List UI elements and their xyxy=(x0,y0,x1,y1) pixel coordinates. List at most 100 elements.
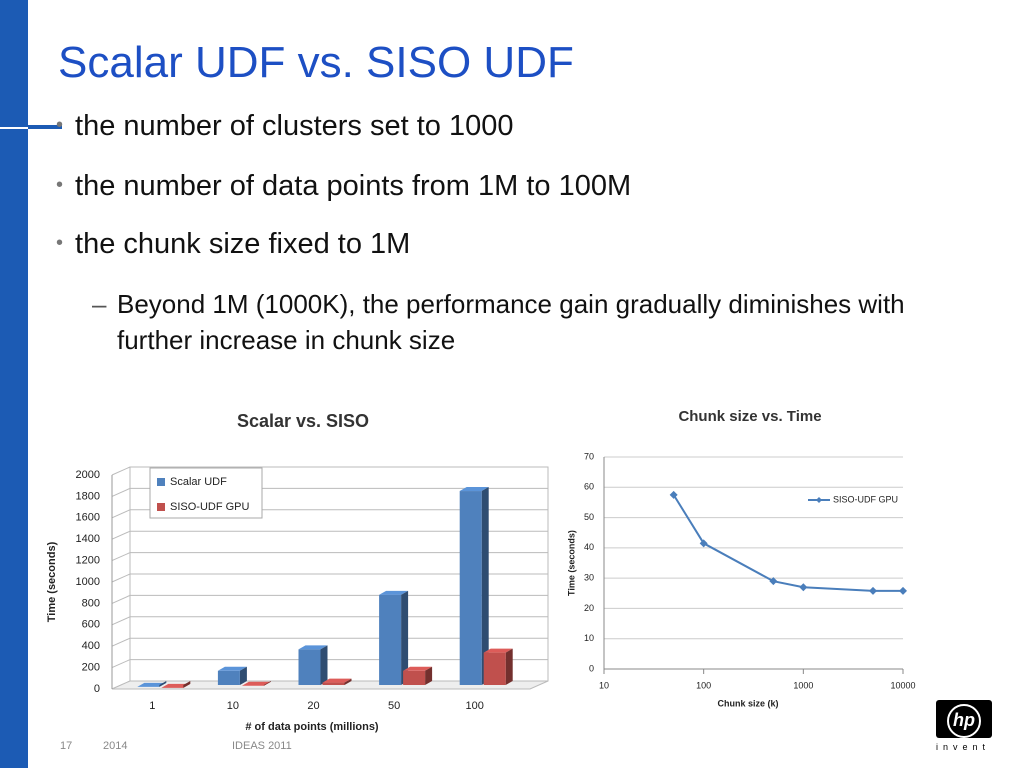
legend-marker xyxy=(816,497,822,503)
bar-top xyxy=(459,487,489,492)
legend-label: SISO-UDF GPU xyxy=(833,494,898,504)
logo-tagline: invent xyxy=(936,742,991,752)
grid-line xyxy=(111,552,548,562)
point xyxy=(669,490,678,499)
y-tick-label: 400 xyxy=(82,640,100,652)
y-axis-title: Time (seconds) xyxy=(566,530,576,596)
bar-side xyxy=(481,487,489,685)
y-tick-label: 200 xyxy=(82,662,100,674)
y-tick-label: 70 xyxy=(584,451,594,461)
bar-top xyxy=(137,682,167,687)
bar-side xyxy=(263,681,271,686)
x-tick-label: 10 xyxy=(227,700,239,712)
bar xyxy=(379,594,402,685)
grid-line xyxy=(111,573,548,583)
bar-side xyxy=(425,666,433,685)
bar-top xyxy=(379,590,409,595)
bar xyxy=(322,682,345,685)
y-tick-label: 800 xyxy=(82,597,100,609)
bar xyxy=(403,670,426,685)
logo-mark: hp xyxy=(947,704,981,738)
y-tick-label: 30 xyxy=(584,573,594,583)
y-axis-title: Time (seconds) xyxy=(46,541,58,622)
y-tick-label: 1600 xyxy=(76,512,100,524)
x-tick-label: 100 xyxy=(696,680,711,690)
series-line xyxy=(672,494,903,592)
bar-side xyxy=(239,666,247,685)
legend-swatch xyxy=(157,478,165,486)
grid-line xyxy=(111,487,548,497)
y-tick-label: 1000 xyxy=(76,576,100,588)
legend-label: SISO-UDF GPU xyxy=(170,501,250,513)
y-tick-label: 20 xyxy=(584,603,594,613)
y-tick-label: 60 xyxy=(584,482,594,492)
grid-line xyxy=(111,509,548,519)
y-tick-label: 1800 xyxy=(76,490,100,502)
bar-side xyxy=(505,648,513,685)
x-tick-label: 10000 xyxy=(890,680,915,690)
grid-line xyxy=(111,466,548,476)
bar-side xyxy=(183,681,191,688)
side-rule xyxy=(0,125,62,129)
bar xyxy=(298,649,321,685)
bar-side xyxy=(401,590,409,685)
bar-top xyxy=(483,648,513,653)
grid-line xyxy=(111,594,548,604)
bullet: the chunk size fixed to 1M xyxy=(56,228,410,261)
point xyxy=(699,539,708,548)
y-tick-label: 40 xyxy=(584,542,594,552)
point xyxy=(769,577,778,586)
bar-top xyxy=(298,645,328,650)
chart-title: Chunk size vs. Time xyxy=(678,408,821,425)
point xyxy=(799,583,808,592)
x-tick-label: 100 xyxy=(466,700,484,712)
bullet: the number of data points from 1M to 100… xyxy=(56,170,631,203)
legend-label: Scalar UDF xyxy=(170,476,227,488)
y-tick-label: 10 xyxy=(584,633,594,643)
point xyxy=(899,586,907,595)
chart-title: Scalar vs. SISO xyxy=(237,411,369,431)
bar-top xyxy=(322,678,352,683)
bar-side xyxy=(320,645,328,685)
side-notch xyxy=(0,127,28,129)
grid-line xyxy=(111,659,548,669)
grid-line xyxy=(111,637,548,647)
bar-top xyxy=(403,666,433,671)
bar xyxy=(483,652,506,685)
y-tick-label: 0 xyxy=(94,683,100,695)
slide-title: Scalar UDF vs. SISO UDF xyxy=(58,38,574,87)
bar xyxy=(217,670,240,685)
y-tick-label: 1200 xyxy=(76,555,100,567)
x-axis-title: # of data points (millions) xyxy=(245,721,379,733)
bullet: the number of clusters set to 1000 xyxy=(56,110,513,143)
legend-box xyxy=(149,467,263,519)
x-tick-label: 1000 xyxy=(793,680,813,690)
point xyxy=(868,586,877,595)
x-tick-label: 20 xyxy=(307,700,319,712)
logo-box: hp xyxy=(936,700,992,738)
footer-event: IDEAS 2011 xyxy=(232,740,292,752)
grid-line xyxy=(111,616,548,626)
y-tick-label: 1400 xyxy=(76,533,100,545)
y-tick-label: 600 xyxy=(82,619,100,631)
bar xyxy=(459,491,482,685)
x-axis-title: Chunk size (k) xyxy=(717,698,778,708)
y-tick-label: 2000 xyxy=(76,469,100,481)
bar-top xyxy=(217,666,247,671)
y-tick-label: 0 xyxy=(589,663,594,673)
grid-line xyxy=(111,530,548,540)
x-tick-label: 10 xyxy=(599,680,609,690)
sub-bullet-text: Beyond 1M (1000K), the performance gain … xyxy=(117,289,905,355)
bar-top xyxy=(161,683,191,688)
bar-top xyxy=(241,681,271,686)
footer-year: 2014 xyxy=(103,740,128,752)
bar-side xyxy=(159,681,167,687)
sub-bullet: – Beyond 1M (1000K), the performance gain… xyxy=(92,286,922,358)
page-number: 17 xyxy=(60,740,73,752)
bar-side xyxy=(344,678,352,685)
x-tick-label: 1 xyxy=(149,700,155,712)
legend-swatch xyxy=(157,503,165,511)
y-tick-label: 50 xyxy=(584,512,594,522)
